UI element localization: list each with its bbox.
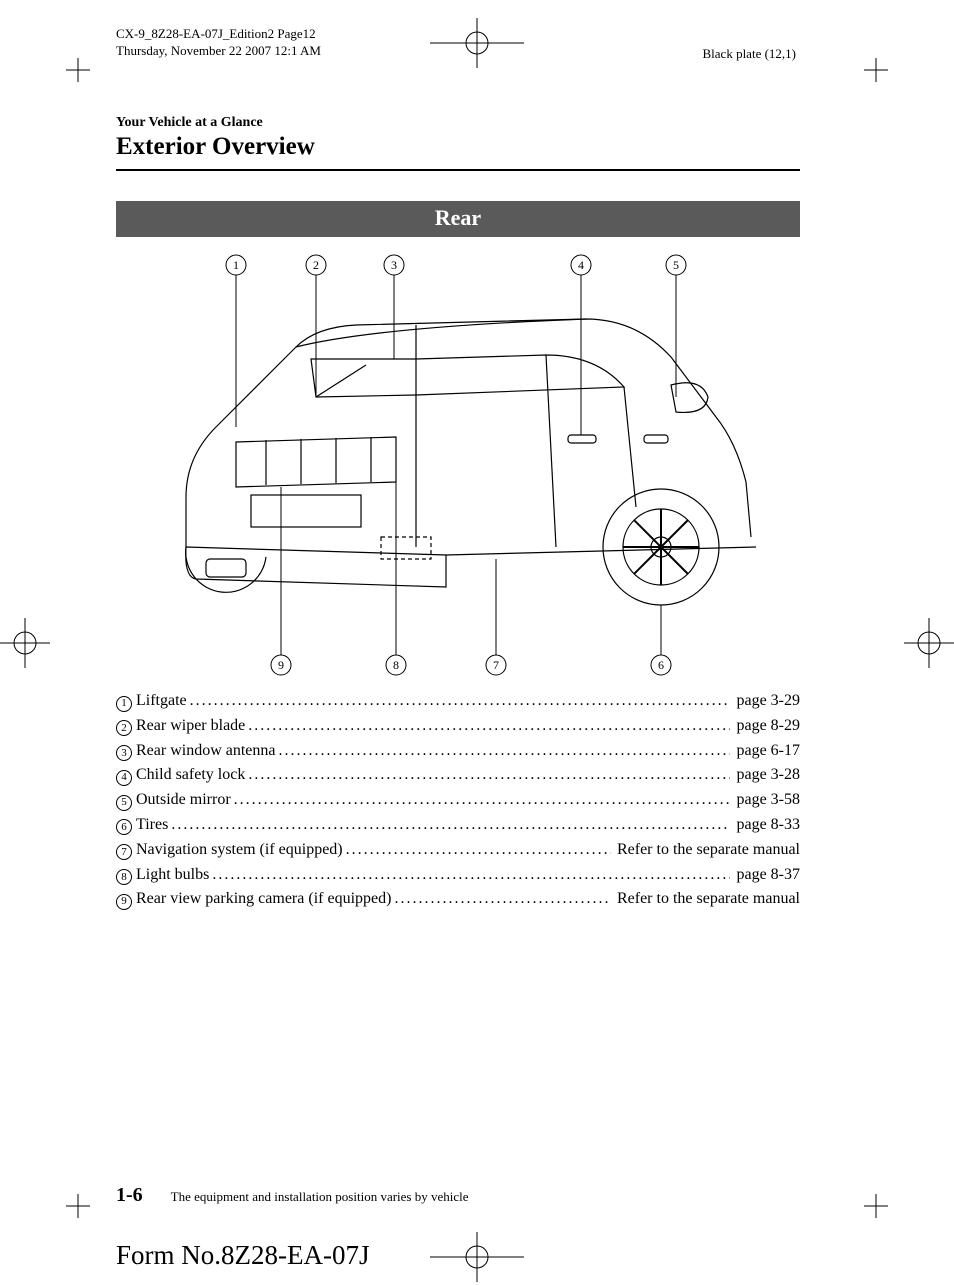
- callout-item: 5Outside mirror page 3-58: [116, 788, 800, 813]
- doc-id: CX-9_8Z28-EA-07J_Edition2 Page12: [116, 26, 321, 43]
- callout-ref: page 3-29: [733, 689, 800, 714]
- callout-number: 1: [116, 696, 132, 712]
- callout-ref: page 8-37: [733, 863, 800, 888]
- callout-label: Rear view parking camera (if equipped): [136, 887, 391, 912]
- callout-label: Outside mirror: [136, 788, 231, 813]
- callout-list: 1Liftgate page 3-29 2Rear wiper blade page …: [116, 689, 800, 912]
- callout-label: Tires: [136, 813, 168, 838]
- page-number: 1-6: [116, 1184, 143, 1207]
- leader-dots: [394, 887, 611, 912]
- doc-timestamp: Thursday, November 22 2007 12:1 AM: [116, 43, 321, 60]
- title-rule: [116, 169, 800, 171]
- page-footer: 1-6 The equipment and installation posit…: [116, 1184, 469, 1207]
- plate-info: Black plate (12,1): [703, 46, 797, 62]
- callout-number: 4: [116, 770, 132, 786]
- leader-dots: [190, 689, 731, 714]
- callout-number: 3: [116, 745, 132, 761]
- form-number: Form No.8Z28-EA-07J: [116, 1240, 369, 1271]
- callout-item: 4Child safety lock page 3-28: [116, 763, 800, 788]
- header-meta: CX-9_8Z28-EA-07J_Edition2 Page12 Thursda…: [116, 26, 321, 60]
- footer-note: The equipment and installation position …: [171, 1189, 469, 1205]
- svg-text:7: 7: [493, 658, 499, 672]
- callout-ref: page 8-29: [733, 714, 800, 739]
- callout-number: 5: [116, 795, 132, 811]
- corner-bl: [66, 1194, 90, 1218]
- section-banner: Rear: [116, 201, 800, 237]
- callout-item: 8Light bulbs page 8-37: [116, 863, 800, 888]
- callout-number: 6: [116, 819, 132, 835]
- leader-dots: [346, 838, 611, 863]
- leader-dots: [248, 714, 730, 739]
- callout-label: Child safety lock: [136, 763, 245, 788]
- crop-mark-left: [0, 618, 50, 668]
- callout-ref: Refer to the separate manual: [614, 838, 800, 863]
- callout-label: Navigation system (if equipped): [136, 838, 343, 863]
- vehicle-diagram: 1 2 3 4 5 9 8 7 6: [116, 247, 800, 677]
- callout-item: 1Liftgate page 3-29: [116, 689, 800, 714]
- callout-ref: page 6-17: [733, 739, 800, 764]
- leader-dots: [212, 863, 730, 888]
- callout-label: Light bulbs: [136, 863, 209, 888]
- page-subtitle: Your Vehicle at a Glance: [116, 115, 800, 131]
- callout-number: 8: [116, 869, 132, 885]
- leader-dots: [248, 763, 730, 788]
- callout-ref: page 8-33: [733, 813, 800, 838]
- callout-item: 9Rear view parking camera (if equipped) R…: [116, 887, 800, 912]
- corner-tr: [864, 58, 888, 82]
- callout-item: 2Rear wiper blade page 8-29: [116, 714, 800, 739]
- callout-number: 7: [116, 844, 132, 860]
- corner-br: [864, 1194, 888, 1218]
- callout-item: 7Navigation system (if equipped) Refer to…: [116, 838, 800, 863]
- callout-label: Rear wiper blade: [136, 714, 245, 739]
- callout-ref: page 3-28: [733, 763, 800, 788]
- page-title: Exterior Overview: [116, 133, 800, 161]
- corner-tl: [66, 58, 90, 82]
- leader-dots: [234, 788, 731, 813]
- callout-number: 2: [116, 720, 132, 736]
- leader-dots: [171, 813, 730, 838]
- svg-text:8: 8: [393, 658, 399, 672]
- callout-item: 3Rear window antenna page 6-17: [116, 739, 800, 764]
- svg-text:2: 2: [313, 258, 319, 272]
- crop-mark-right: [904, 618, 954, 668]
- callout-label: Rear window antenna: [136, 739, 276, 764]
- crop-mark-bottom: [430, 1232, 524, 1282]
- callout-ref: page 3-58: [733, 788, 800, 813]
- svg-text:4: 4: [578, 258, 584, 272]
- page-content: Your Vehicle at a Glance Exterior Overvi…: [116, 115, 800, 912]
- callout-label: Liftgate: [136, 689, 187, 714]
- svg-text:9: 9: [278, 658, 284, 672]
- svg-text:3: 3: [391, 258, 397, 272]
- crop-mark-top: [430, 18, 524, 68]
- svg-text:6: 6: [658, 658, 664, 672]
- leader-dots: [279, 739, 731, 764]
- callout-number: 9: [116, 894, 132, 910]
- svg-text:5: 5: [673, 258, 679, 272]
- callout-ref: Refer to the separate manual: [614, 887, 800, 912]
- callout-item: 6Tires page 8-33: [116, 813, 800, 838]
- svg-text:1: 1: [233, 258, 239, 272]
